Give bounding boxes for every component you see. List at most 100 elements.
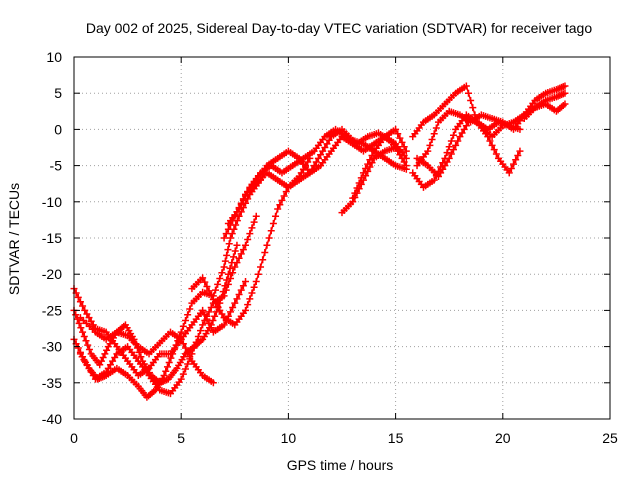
data-point xyxy=(231,299,239,307)
series-track-4 xyxy=(76,176,265,401)
data-point xyxy=(257,263,265,271)
data-point xyxy=(111,353,119,361)
data-point xyxy=(214,280,222,288)
data-point xyxy=(323,140,331,148)
data-point xyxy=(445,154,453,162)
data-point xyxy=(512,156,520,164)
data-point xyxy=(87,317,95,325)
data-point xyxy=(170,345,178,353)
data-point xyxy=(220,234,228,242)
y-tick-label: -20 xyxy=(42,266,62,282)
data-point xyxy=(99,353,107,361)
data-point xyxy=(452,141,460,149)
data-point xyxy=(220,263,228,271)
data-point xyxy=(242,306,250,314)
data-point xyxy=(246,230,254,238)
data-point xyxy=(179,370,187,378)
data-point xyxy=(488,141,496,149)
series-track-2 xyxy=(70,241,241,387)
data-point xyxy=(507,164,515,172)
data-point xyxy=(179,340,187,348)
data-point xyxy=(220,292,228,300)
series-track-6 xyxy=(188,154,314,329)
x-tick-label: 15 xyxy=(388,430,404,446)
data-point xyxy=(137,353,145,361)
data-point xyxy=(516,125,524,133)
data-point xyxy=(233,241,241,249)
data-point xyxy=(163,363,171,371)
data-point xyxy=(267,227,275,235)
data-point xyxy=(211,312,219,320)
data-point xyxy=(89,321,97,329)
data-point xyxy=(76,298,84,306)
data-point xyxy=(467,96,475,104)
data-point xyxy=(160,372,168,380)
data-point xyxy=(239,196,247,204)
data-point xyxy=(199,306,207,314)
x-tick-label: 0 xyxy=(70,430,78,446)
data-point xyxy=(516,147,524,155)
data-point xyxy=(353,184,361,192)
data-point xyxy=(227,308,235,316)
data-point xyxy=(218,269,226,277)
data-point xyxy=(214,303,222,311)
data-point xyxy=(82,337,90,345)
data-point xyxy=(280,192,288,200)
data-point xyxy=(426,141,434,149)
data-point xyxy=(199,321,207,329)
data-point xyxy=(252,212,260,220)
data-point xyxy=(207,321,215,329)
y-tick-label: -30 xyxy=(42,339,62,355)
data-point xyxy=(394,147,402,155)
data-point xyxy=(224,280,232,288)
data-point xyxy=(223,251,231,259)
data-point xyxy=(252,277,260,285)
data-point xyxy=(265,234,273,242)
data-point xyxy=(248,289,256,297)
data-point xyxy=(169,350,177,358)
data-point xyxy=(248,224,256,232)
y-tick-label: 5 xyxy=(54,85,62,101)
data-point xyxy=(186,353,194,361)
data-point xyxy=(184,348,192,356)
data-point xyxy=(561,100,569,108)
data-point xyxy=(306,169,314,177)
data-point xyxy=(194,332,202,340)
data-point xyxy=(561,89,569,97)
data-point xyxy=(218,310,226,318)
data-point xyxy=(84,341,92,349)
data-point xyxy=(432,124,440,132)
y-tick-label: 0 xyxy=(54,121,62,137)
data-point xyxy=(224,270,232,278)
data-point xyxy=(244,235,252,243)
data-point xyxy=(79,302,87,310)
data-point xyxy=(80,332,88,340)
data-point xyxy=(237,250,245,258)
data-point xyxy=(402,162,410,170)
data-point xyxy=(205,287,213,295)
data-point xyxy=(83,310,91,318)
data-point xyxy=(492,150,500,158)
y-tick-label: -25 xyxy=(42,302,62,318)
data-point xyxy=(212,286,220,294)
data-point xyxy=(226,264,234,272)
data-point xyxy=(227,275,235,283)
data-point xyxy=(561,82,569,90)
data-point xyxy=(184,360,192,368)
data-point xyxy=(447,150,455,158)
data-point xyxy=(424,147,432,155)
chart-title: Day 002 of 2025, Sidereal Day-to-day VTE… xyxy=(86,20,593,36)
data-point xyxy=(222,286,230,294)
data-point xyxy=(514,151,522,159)
data-point xyxy=(355,179,363,187)
data-point xyxy=(233,295,241,303)
data-point xyxy=(181,365,189,373)
data-point xyxy=(203,283,211,291)
data-point xyxy=(443,149,451,157)
data-point xyxy=(362,164,370,172)
data-point xyxy=(165,359,173,367)
data-point xyxy=(220,321,228,329)
data-point xyxy=(97,357,105,365)
data-point xyxy=(464,89,472,97)
data-point xyxy=(237,201,245,209)
